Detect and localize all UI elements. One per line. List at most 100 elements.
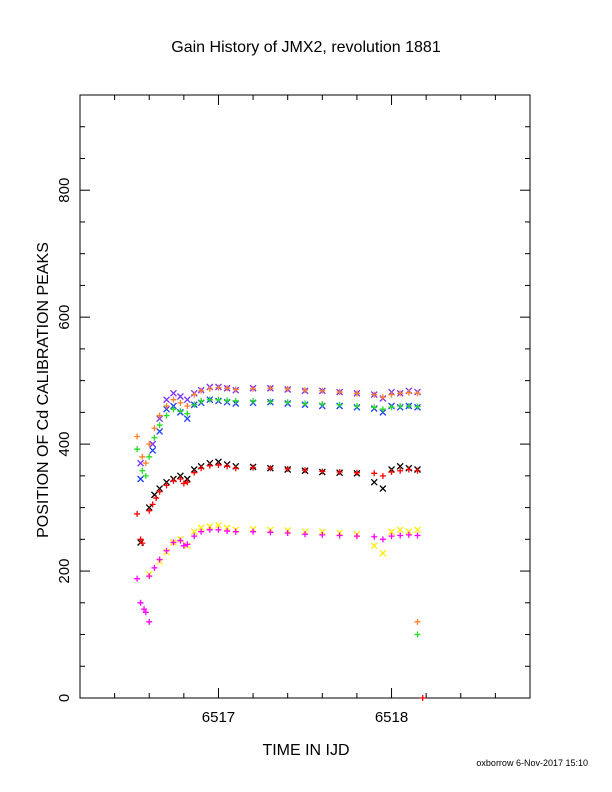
data-point [250, 528, 257, 535]
data-point [388, 528, 395, 536]
data-point [353, 533, 360, 540]
data-point [163, 547, 170, 554]
data-point [224, 463, 231, 470]
data-point [388, 469, 395, 476]
data-point [170, 477, 177, 484]
data-point [232, 386, 239, 393]
data-point [284, 385, 291, 392]
data-point [134, 446, 141, 453]
data-point [183, 475, 191, 483]
data-point [379, 406, 386, 413]
data-point [156, 415, 164, 423]
data-point [146, 453, 153, 460]
data-point [198, 387, 205, 394]
data-point [414, 403, 421, 410]
data-point [388, 533, 395, 540]
data-point [370, 478, 378, 486]
series-6 [145, 521, 421, 578]
y-tick-label: 400 [56, 432, 73, 457]
data-point [191, 469, 198, 476]
data-point [379, 536, 386, 543]
data-point [149, 501, 156, 508]
data-point [318, 528, 326, 536]
data-point [405, 531, 412, 538]
data-point [146, 441, 153, 448]
data-point [183, 415, 191, 423]
data-point [198, 465, 205, 472]
data-point [232, 397, 239, 404]
data-point [419, 695, 426, 701]
data-point [139, 467, 146, 474]
data-point [250, 385, 257, 392]
data-point [177, 399, 184, 406]
data-point [146, 573, 153, 580]
data-point [177, 537, 184, 544]
data-point [284, 399, 291, 406]
data-point [336, 401, 343, 408]
data-point [215, 396, 222, 403]
data-point [137, 475, 145, 483]
data-point [232, 528, 239, 535]
data-point [371, 391, 378, 398]
data-point [267, 385, 274, 392]
data-point [370, 542, 378, 550]
data-point [156, 427, 164, 435]
data-point [215, 384, 222, 391]
data-point [215, 526, 222, 533]
data-point [134, 510, 141, 517]
data-point [379, 549, 387, 557]
data-point [163, 403, 170, 410]
data-point [379, 408, 387, 416]
data-point [137, 536, 144, 543]
data-point [156, 422, 163, 429]
data-point [405, 389, 412, 396]
data-point [396, 462, 404, 470]
data-point [284, 465, 291, 472]
data-point [405, 403, 412, 410]
y-tick-label: 0 [56, 694, 73, 702]
data-point [379, 485, 387, 492]
data-point [184, 479, 191, 486]
data-point [137, 599, 144, 606]
data-point [141, 606, 148, 613]
data-point [151, 434, 158, 441]
data-point [414, 390, 421, 397]
data-point [232, 465, 239, 472]
series-2 [134, 384, 421, 625]
data-point [170, 389, 177, 397]
data-point [146, 507, 153, 514]
series-5 [134, 462, 426, 701]
data-point [206, 523, 214, 531]
data-point [183, 396, 191, 404]
data-point [156, 556, 163, 563]
data-point [149, 440, 157, 448]
data-point [191, 533, 198, 540]
data-point [198, 528, 205, 535]
data-point [319, 387, 326, 394]
data-point [142, 609, 149, 616]
data-point [206, 396, 213, 403]
data-point [223, 524, 231, 532]
data-point [180, 542, 187, 549]
data-point [319, 468, 326, 475]
x-tick-label: 6518 [375, 709, 408, 726]
data-point [215, 458, 222, 466]
data-point [176, 472, 184, 480]
data-point [170, 406, 177, 413]
data-point [250, 464, 257, 471]
axis-ticks [79, 94, 531, 699]
data-point [206, 385, 213, 392]
data-point [336, 389, 343, 396]
data-point [267, 398, 274, 405]
data-point [184, 410, 191, 417]
data-point [388, 391, 395, 398]
data-point [180, 480, 187, 487]
plot-frame [79, 94, 531, 699]
data-point [371, 470, 378, 477]
data-point [336, 532, 343, 539]
y-axis-label: POSITION OF Cd CALIBRATION PEAKS [35, 242, 52, 538]
data-point [145, 504, 153, 512]
data-point [206, 462, 213, 469]
data-point [284, 529, 291, 536]
y-tick-label: 800 [56, 178, 73, 203]
